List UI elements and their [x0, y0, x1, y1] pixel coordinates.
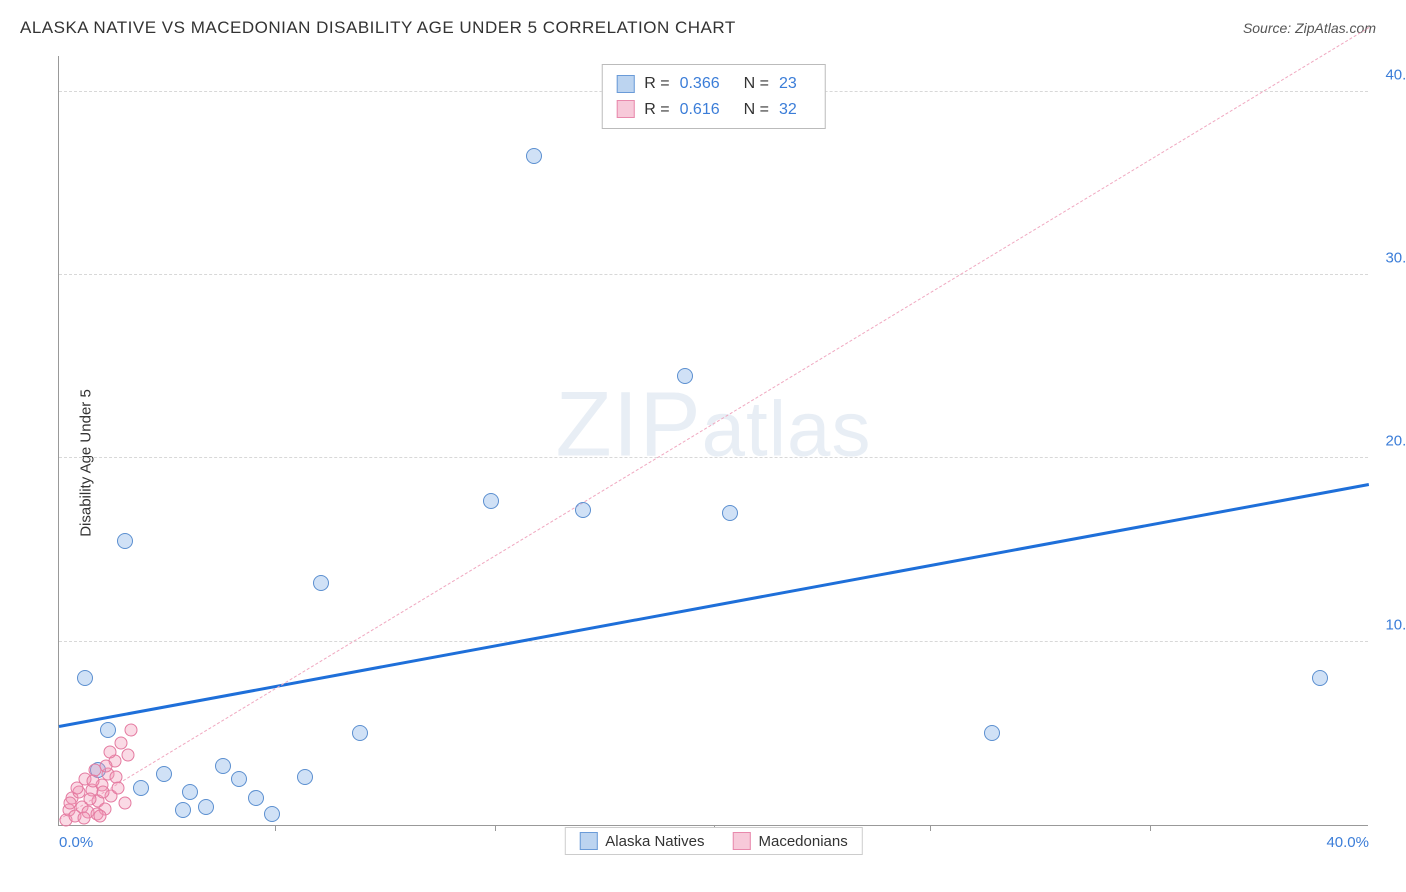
chart-title: ALASKA NATIVE VS MACEDONIAN DISABILITY A…: [20, 18, 736, 38]
data-point: [313, 575, 329, 591]
x-tick-mark: [275, 825, 276, 831]
data-point: [483, 493, 499, 509]
data-point: [575, 502, 591, 518]
data-point: [352, 725, 368, 741]
legend-swatch: [579, 832, 597, 850]
data-point: [125, 723, 138, 736]
data-point: [111, 782, 124, 795]
x-tick-mark: [1150, 825, 1151, 831]
data-point: [677, 368, 693, 384]
series-swatch: [616, 100, 634, 118]
data-point: [297, 769, 313, 785]
chart-container: Disability Age Under 5 ZIPatlas 10.0%20.…: [20, 48, 1386, 878]
stats-row: R = 0.616 N = 32: [616, 97, 811, 123]
y-tick-label: 40.0%: [1373, 66, 1406, 83]
x-tick-mark: [495, 825, 496, 831]
data-point: [64, 797, 77, 810]
stat-r-label: R =: [644, 71, 669, 97]
data-point: [100, 722, 116, 738]
x-tick-label: 40.0%: [1326, 834, 1369, 851]
series-swatch: [616, 75, 634, 93]
data-point: [175, 802, 191, 818]
stat-r-value: 0.616: [680, 97, 720, 123]
y-tick-label: 10.0%: [1373, 616, 1406, 633]
data-point: [156, 766, 172, 782]
data-point: [198, 799, 214, 815]
data-point: [117, 533, 133, 549]
data-point: [110, 771, 123, 784]
x-tick-mark: [930, 825, 931, 831]
data-point: [93, 809, 106, 822]
legend-label: Alaska Natives: [605, 833, 704, 850]
data-point: [526, 148, 542, 164]
x-tick-label: 0.0%: [59, 834, 93, 851]
data-point: [121, 749, 134, 762]
data-point: [71, 782, 84, 795]
data-point: [87, 775, 100, 788]
legend-swatch: [732, 832, 750, 850]
data-point: [77, 811, 90, 824]
stat-n-value: 23: [779, 71, 797, 97]
data-point: [722, 505, 738, 521]
data-point: [264, 806, 280, 822]
data-point: [103, 745, 116, 758]
stat-n-label: N =: [744, 97, 769, 123]
data-point: [97, 786, 110, 799]
data-point: [984, 725, 1000, 741]
data-point: [100, 760, 113, 773]
legend-item: Macedonians: [732, 832, 847, 850]
stat-r-value: 0.366: [680, 71, 720, 97]
data-point: [115, 736, 128, 749]
data-point: [118, 797, 131, 810]
y-tick-label: 30.0%: [1373, 250, 1406, 267]
stats-legend: R = 0.366 N = 23 R = 0.616 N = 32: [601, 64, 826, 129]
stat-n-value: 32: [779, 97, 797, 123]
stat-n-label: N =: [744, 71, 769, 97]
data-point: [84, 793, 97, 806]
stats-row: R = 0.366 N = 23: [616, 71, 811, 97]
legend-label: Macedonians: [758, 833, 847, 850]
plot-area: ZIPatlas 10.0%20.0%30.0%40.0%0.0%40.0%R …: [58, 56, 1368, 826]
data-point: [1312, 670, 1328, 686]
data-point: [182, 784, 198, 800]
stat-r-label: R =: [644, 97, 669, 123]
data-point: [248, 790, 264, 806]
data-point: [77, 670, 93, 686]
data-point: [231, 771, 247, 787]
data-point: [215, 758, 231, 774]
legend-item: Alaska Natives: [579, 832, 704, 850]
series-legend: Alaska Natives Macedonians: [564, 827, 862, 855]
data-point: [133, 780, 149, 796]
y-tick-label: 20.0%: [1373, 433, 1406, 450]
